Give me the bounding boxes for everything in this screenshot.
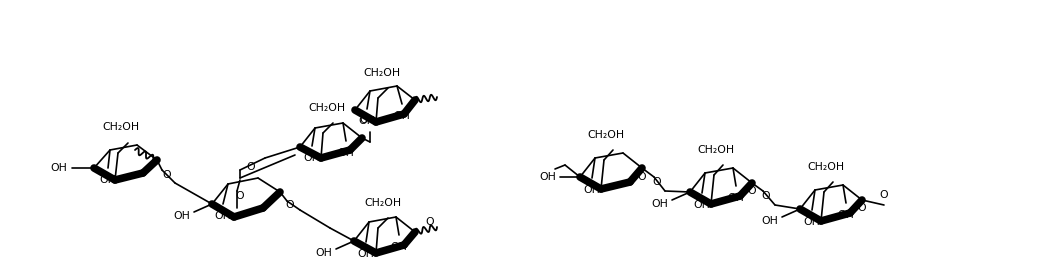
Text: O: O — [426, 217, 434, 227]
Text: CH₂OH: CH₂OH — [364, 68, 401, 78]
Text: O: O — [748, 186, 756, 196]
Text: OH: OH — [803, 217, 821, 227]
Text: OH: OH — [100, 175, 116, 185]
Text: O: O — [236, 191, 244, 201]
Text: OH: OH — [215, 211, 232, 221]
Text: O: O — [246, 162, 256, 172]
Text: O: O — [286, 200, 294, 210]
Text: CH₂OH: CH₂OH — [309, 103, 346, 113]
Text: OH: OH — [762, 216, 778, 226]
Text: CH₂OH: CH₂OH — [587, 130, 624, 140]
Text: CH₂OH: CH₂OH — [103, 122, 139, 132]
Text: O: O — [359, 115, 368, 125]
Text: OH: OH — [394, 111, 410, 121]
Text: O: O — [163, 170, 171, 180]
Text: OH: OH — [303, 153, 320, 163]
Text: O: O — [880, 190, 888, 200]
Text: OH: OH — [174, 211, 190, 221]
Text: CH₂OH: CH₂OH — [697, 145, 735, 155]
Text: O: O — [762, 191, 770, 201]
Text: OH: OH — [539, 172, 557, 182]
Text: OH: OH — [837, 210, 854, 220]
Text: OH: OH — [584, 185, 601, 195]
Text: O: O — [638, 172, 646, 182]
Text: OH: OH — [338, 148, 354, 158]
Text: O: O — [857, 203, 867, 213]
Text: OH: OH — [694, 200, 711, 210]
Text: OH: OH — [51, 163, 68, 173]
Text: OH: OH — [651, 199, 668, 209]
Text: O: O — [652, 177, 661, 187]
Text: OH: OH — [358, 116, 375, 126]
Text: OH: OH — [391, 242, 407, 252]
Text: CH₂OH: CH₂OH — [807, 162, 845, 172]
Text: CH₂OH: CH₂OH — [365, 198, 401, 208]
Text: OH: OH — [727, 193, 744, 203]
Text: OH: OH — [357, 249, 374, 259]
Text: OH: OH — [316, 248, 332, 258]
